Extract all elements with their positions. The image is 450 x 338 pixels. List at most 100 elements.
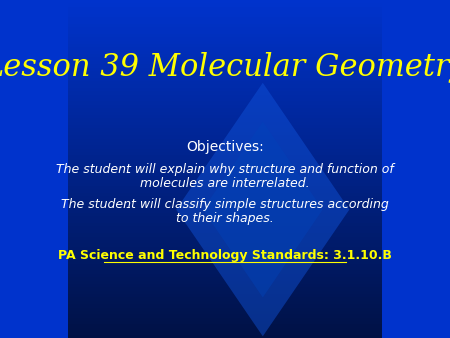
Bar [68,68,382,71]
Bar [68,321,382,324]
Bar [68,14,382,17]
Bar [68,139,382,142]
Bar [68,203,382,206]
Bar [68,284,382,287]
Bar [68,34,382,37]
Bar [68,115,382,118]
Bar [68,254,382,257]
Bar [68,223,382,226]
Text: -: - [125,166,130,179]
Bar [68,3,382,7]
Bar [68,240,382,243]
Bar [68,328,382,331]
Bar [68,277,382,281]
Bar [68,243,382,247]
Bar [68,112,382,115]
Bar [68,301,382,304]
Bar [68,101,382,105]
Bar [68,183,382,186]
Bar [68,54,382,57]
Bar [68,314,382,318]
Bar [68,47,382,51]
Bar [68,41,382,44]
Bar [68,57,382,61]
Bar [68,335,382,338]
Bar [68,81,382,84]
Bar [68,159,382,162]
Bar [68,24,382,27]
Bar [68,162,382,166]
Bar [68,135,382,139]
Bar [68,88,382,91]
Bar [68,297,382,301]
Text: -: - [125,201,130,214]
Bar [68,0,382,3]
Text: molecules are interrelated.: molecules are interrelated. [140,177,310,190]
Bar [68,176,382,179]
Bar [68,324,382,328]
Bar [68,250,382,254]
Bar [68,172,382,176]
Polygon shape [203,122,323,297]
Bar [68,233,382,237]
Bar [68,311,382,314]
Bar [68,213,382,216]
Bar [68,132,382,135]
Polygon shape [176,83,349,336]
Bar [68,189,382,193]
Text: The student will explain why structure and function of: The student will explain why structure a… [56,163,394,175]
Bar [68,78,382,81]
Text: PA Science and Technology Standards: 3.1.10.B: PA Science and Technology Standards: 3.1… [58,249,392,262]
Bar [68,95,382,98]
Bar [68,274,382,277]
Bar [68,152,382,155]
Bar [68,186,382,189]
Bar [68,196,382,199]
Bar [68,166,382,169]
Bar [68,287,382,291]
Bar [68,17,382,20]
Bar [68,260,382,264]
Bar [68,331,382,335]
Bar [68,155,382,159]
Bar [68,91,382,95]
Bar [68,128,382,132]
Bar [68,145,382,149]
Bar [68,74,382,78]
Bar [68,226,382,230]
Bar [68,169,382,172]
Text: Lesson 39 Molecular Geometry: Lesson 39 Molecular Geometry [0,52,450,83]
Bar [68,7,382,10]
Bar [68,247,382,250]
Bar [68,118,382,122]
Bar [68,193,382,196]
Bar [68,98,382,101]
Bar [68,149,382,152]
Text: to their shapes.: to their shapes. [176,212,274,225]
Bar [68,71,382,74]
Bar [68,199,382,203]
Bar [68,37,382,41]
Bar [68,61,382,64]
Bar [68,257,382,260]
Bar [68,210,382,213]
Bar [68,108,382,112]
Bar [68,237,382,240]
Bar [68,30,382,34]
Bar [68,318,382,321]
Bar [68,44,382,47]
Bar [68,125,382,128]
Bar [68,10,382,14]
Bar [68,267,382,270]
Bar [68,291,382,294]
Bar [68,122,382,125]
Bar [68,84,382,88]
Bar [68,179,382,183]
Bar [68,281,382,284]
Bar [68,304,382,308]
Bar [68,270,382,274]
Bar [68,220,382,223]
Bar [68,105,382,108]
Text: Objectives:: Objectives: [186,140,264,154]
Bar [68,264,382,267]
